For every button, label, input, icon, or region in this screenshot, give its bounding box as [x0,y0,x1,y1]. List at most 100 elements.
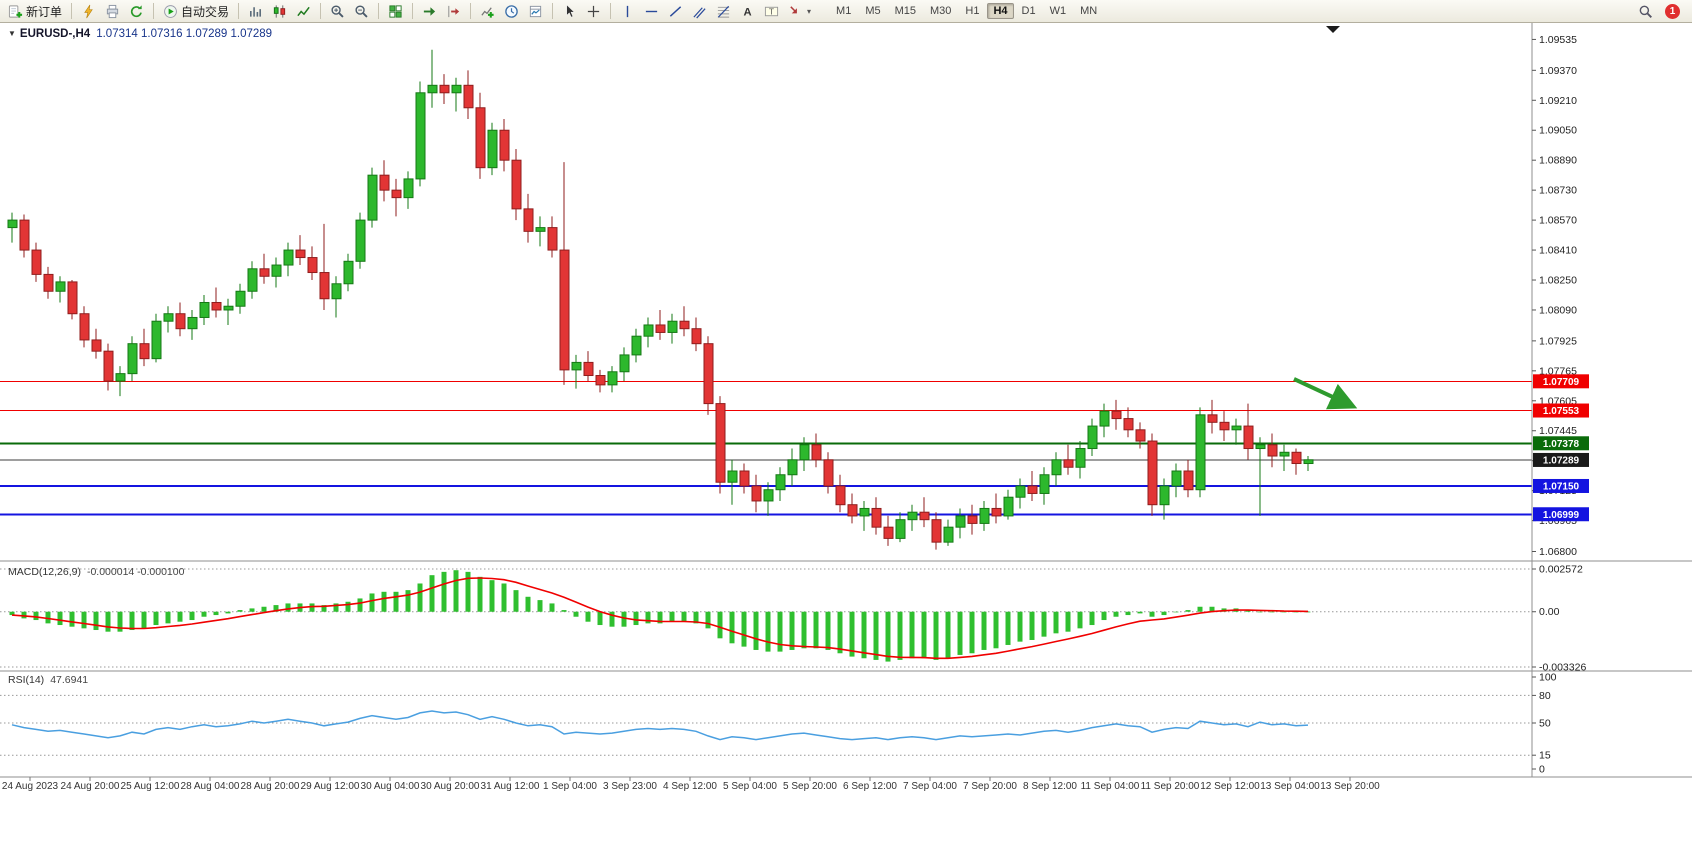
lightning-button[interactable] [77,1,100,22]
macd-bar [477,576,483,612]
search-button[interactable] [1634,1,1657,22]
candle-body [1171,470,1182,487]
price-tag [1533,478,1589,493]
candle-body [979,507,990,524]
templates-button[interactable] [524,1,547,22]
bar-chart-icon [248,4,263,19]
scroll-position-marker[interactable] [1326,26,1340,33]
macd-bar [873,611,879,660]
candle-body [271,264,282,277]
zoom-in-icon [330,4,345,19]
channel-icon [692,4,707,19]
date-label: 5 Sep 20:00 [783,781,837,792]
macd-signal-line [11,577,1309,660]
macd-bar [981,611,987,650]
date-label: 4 Sep 12:00 [663,781,717,792]
price-scale-label: 1.08250 [1539,275,1577,287]
auto-scroll-button[interactable] [418,1,441,22]
timeframe-m15[interactable]: M15 [894,5,917,17]
text-button[interactable]: A [736,1,759,22]
macd-bar [321,605,327,612]
bar-chart-button[interactable] [244,1,267,22]
macd-bar [93,611,99,631]
date-label: 7 Sep 20:00 [963,781,1017,792]
crosshair-button[interactable] [582,1,605,22]
price-tag [1533,507,1589,522]
macd-bar [537,600,543,612]
rsi-scale-label: 50 [1539,718,1551,730]
macd-bar [681,611,687,622]
indicators-button[interactable] [476,1,499,22]
auto-trading-button-label: 自动交易 [181,4,230,19]
candlestick-chart-button[interactable] [268,1,291,22]
chart-canvas[interactable]: 1.09535 1.09370 1.09210 1.09050 1.08890 1.087… [0,23,1692,852]
search-icon [1638,4,1653,19]
candle-body [751,485,762,502]
symbol-dropdown-icon[interactable]: ▼ [8,29,16,38]
candle-body [1087,425,1098,450]
date-label: 13 Sep 04:00 [1260,781,1320,792]
macd-bar [1137,611,1143,614]
macd-bar [225,611,231,614]
candle-body [703,343,714,405]
date-label: 8 Sep 12:00 [1023,781,1077,792]
timeframe-h1[interactable]: H1 [965,5,980,17]
vertical-line-button[interactable] [616,1,639,22]
chart-shift-button[interactable] [442,1,465,22]
candle-body [451,84,462,94]
macd-bar [309,603,315,612]
date-label: 31 Aug 12:00 [481,781,540,792]
timeframe-m5[interactable]: M5 [865,5,881,17]
timeframe-m1[interactable]: M1 [836,5,852,17]
macd-bar [561,610,567,612]
timeframe-m30[interactable]: M30 [930,5,952,17]
line-chart-button[interactable] [292,1,315,22]
horizontal-line-button[interactable] [640,1,663,22]
candle-body [1111,410,1122,420]
toolbar-separator [412,3,414,19]
template-icon [528,4,543,19]
macd-bar [393,591,399,612]
date-label: 30 Aug 20:00 [421,781,480,792]
candle-body [1303,459,1314,465]
fibonacci-button[interactable] [712,1,735,22]
new-order-button[interactable]: 新订单 [4,1,66,22]
channel-button[interactable] [688,1,711,22]
candle-body [1279,451,1290,457]
candle-body [919,511,930,521]
macd-histogram [9,570,1311,662]
candle-body [883,526,894,539]
tile-windows-button[interactable] [384,1,407,22]
price-scale-label: 1.09535 [1539,34,1577,46]
toolbar-separator [320,3,322,19]
macd-bar [357,598,363,612]
zoom-out-button[interactable] [350,1,373,22]
arrows-button[interactable]: ▾ [784,1,815,22]
macd-bar [1065,611,1071,632]
macd-bar [741,611,747,647]
periods-button[interactable] [500,1,523,22]
zoom-in-button[interactable] [326,1,349,22]
trendline-button[interactable] [664,1,687,22]
trend-arrow-object[interactable] [1293,377,1358,410]
print-button[interactable] [101,1,124,22]
timeframe-w1[interactable]: W1 [1049,5,1067,17]
timeframe-d1[interactable]: D1 [1021,5,1036,17]
notification-badge[interactable]: 1 [1665,3,1680,19]
text-label-button[interactable]: T [760,1,783,22]
timeframe-h4[interactable]: H4 [987,3,1014,19]
candle-body [607,371,618,386]
date-label: 5 Sep 04:00 [723,781,777,792]
price-tag-label: 1.06999 [1543,510,1580,521]
price-scale-label: 1.07445 [1539,425,1577,437]
refresh-button[interactable] [125,1,148,22]
zoom-out-icon [354,4,369,19]
cursor-button[interactable] [558,1,581,22]
timeframe-mn[interactable]: MN [1080,5,1098,17]
macd-bar [441,571,447,612]
toolbar-separator [153,3,155,19]
macd-bar [729,611,735,644]
candle-body [523,208,534,232]
macd-bar [573,611,579,617]
auto-trading-button[interactable]: 自动交易 [159,1,233,22]
